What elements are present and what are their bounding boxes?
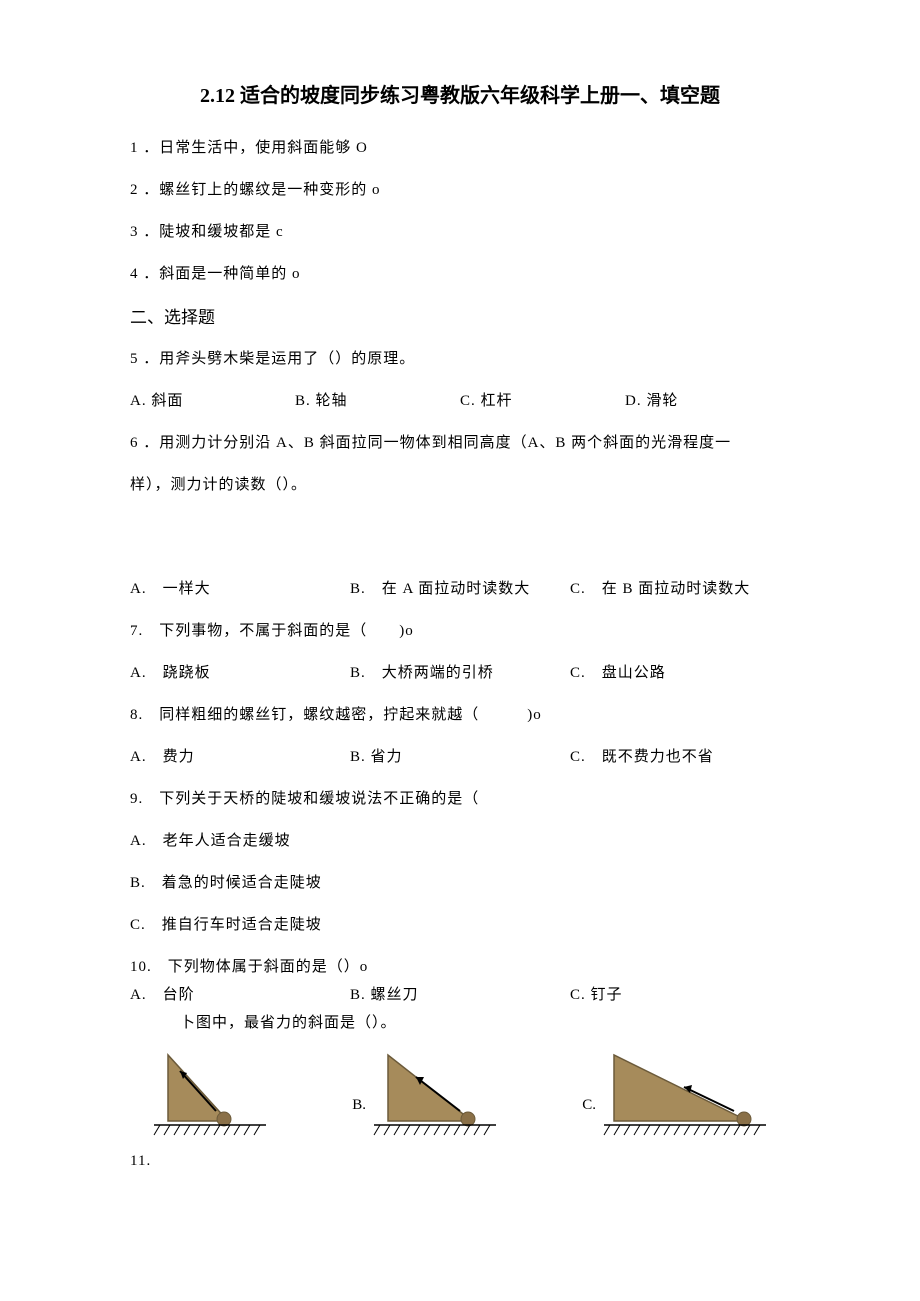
q5-options: A. 斜面 B. 轮轴 C. 杠杆 D. 滑轮 [130, 389, 790, 413]
q7-options: A. 跷跷板 B. 大桥两端的引桥 C. 盘山公路 [130, 661, 790, 685]
q8-opt-c: C. 既不费力也不省 [570, 745, 790, 769]
triangle-b: B. [352, 1047, 500, 1139]
q11-subtext: 卜图中，最省力的斜面是（）。 [180, 1011, 790, 1035]
triangle-b-label: B. [352, 1093, 366, 1139]
fill-blank-q3: 3 ．陡坡和缓坡都是 c [130, 220, 790, 244]
q10-options: A. 台阶 B. 螺丝刀 C. 钉子 [130, 983, 790, 1007]
q7-opt-a: A. 跷跷板 [130, 661, 350, 685]
q10-opt-c: C. 钉子 [570, 983, 790, 1007]
q6-options: A. 一样大 B. 在 A 面拉动时读数大 C. 在 B 面拉动时读数大 [130, 577, 790, 601]
q9-opt-a: A. 老年人适合走缓坡 [130, 829, 790, 853]
q7-text: 7. 下列事物，不属于斜面的是（ )o [130, 619, 790, 643]
q6-opt-b: B. 在 A 面拉动时读数大 [350, 577, 570, 601]
q5-text: 5 ．用斧头劈木柴是运用了（）的原理。 [130, 347, 790, 371]
q9-opt-b: B. 着急的时候适合走陡坡 [130, 871, 790, 895]
fill-blank-q1: 1 ．日常生活中，使用斜面能够 O [130, 136, 790, 160]
section-2-header: 二、选择题 [130, 304, 790, 331]
q10-opt-a: A. 台阶 [130, 983, 350, 1007]
q9-text: 9. 下列关于天桥的陡坡和缓坡说法不正确的是（ [130, 787, 790, 811]
q6-opt-c: C. 在 B 面拉动时读数大 [570, 577, 790, 601]
triangle-c-svg [600, 1047, 770, 1139]
q11-number: 11. [130, 1149, 790, 1173]
page-title: 2.12 适合的坡度同步练习粤教版六年级科学上册一、填空题 [130, 80, 790, 112]
fill-blank-q2: 2 ．螺丝钉上的螺纹是一种变形的 o [130, 178, 790, 202]
q8-options: A. 费力 B. 省力 C. 既不费力也不省 [130, 745, 790, 769]
q8-opt-b: B. 省力 [350, 745, 570, 769]
q5-opt-c: C. 杠杆 [460, 389, 625, 413]
q6-text-line1: 6 ．用测力计分别沿 A、B 斜面拉同一物体到相同高度（A、B 两个斜面的光滑程… [130, 431, 790, 455]
q10-opt-b: B. 螺丝刀 [350, 983, 570, 1007]
triangle-a [150, 1047, 270, 1139]
triangle-b-svg [370, 1047, 500, 1139]
q10-text: 10. 下列物体属于斜面的是（）o [130, 955, 790, 979]
q9-opt-c: C. 推自行车时适合走陡坡 [130, 913, 790, 937]
q7-opt-b: B. 大桥两端的引桥 [350, 661, 570, 685]
q6-opt-a: A. 一样大 [130, 577, 350, 601]
fill-blank-q4: 4 ．斜面是一种简单的 o [130, 262, 790, 286]
triangle-c: C. [582, 1047, 770, 1139]
q8-text: 8. 同样粗细的螺丝钉，螺纹越密，拧起来就越（ )o [130, 703, 790, 727]
triangle-c-label: C. [582, 1093, 596, 1139]
triangle-row: B. C. [130, 1047, 790, 1139]
q6-text-line2: 样），测力计的读数（）。 [130, 473, 790, 497]
q5-opt-b: B. 轮轴 [295, 389, 460, 413]
q5-opt-a: A. 斜面 [130, 389, 295, 413]
q5-opt-d: D. 滑轮 [625, 389, 790, 413]
q7-opt-c: C. 盘山公路 [570, 661, 790, 685]
q8-opt-a: A. 费力 [130, 745, 350, 769]
triangle-a-svg [150, 1047, 270, 1139]
